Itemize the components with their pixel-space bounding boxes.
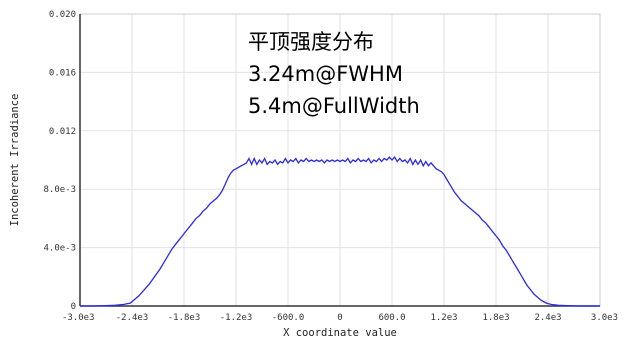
- y-tick-label: 0.020: [49, 10, 76, 20]
- x-tick-label: 1.8e3: [482, 313, 509, 323]
- x-tick-labels: -3.0e3 -2.4e3 -1.8e3 -1.2e3 -600.0 0 600.0 1.2e…: [62, 313, 618, 323]
- irradiance-curve: [80, 156, 600, 307]
- grid: [79, 13, 601, 307]
- x-tick-label: 0: [337, 313, 342, 323]
- x-axis-title: X coordinate value: [283, 327, 397, 339]
- x-tick-label: 1.2e3: [430, 313, 457, 323]
- y-tick-labels: 0 4.0e-3 8.0e-3 0.012 0.016 0.020: [43, 10, 76, 312]
- y-tick-label: 0.012: [49, 127, 76, 137]
- x-tick-label: 3.0e3: [591, 313, 618, 323]
- y-tick-label: 0: [71, 302, 76, 312]
- axes: [79, 14, 600, 307]
- y-tick-label: 0.016: [49, 68, 76, 78]
- x-tick-label: 2.4e3: [534, 313, 561, 323]
- y-tick-label: 4.0e-3: [43, 244, 76, 254]
- x-tick-label: -1.8e3: [168, 313, 201, 323]
- annotation-full-width: 5.4m@FullWidth: [248, 94, 420, 118]
- x-tick-label: 600.0: [378, 313, 405, 323]
- y-tick-label: 8.0e-3: [43, 185, 76, 195]
- y-axis-title: Incoherent Irradiance: [9, 94, 21, 227]
- x-tick-label: -3.0e3: [62, 313, 95, 323]
- x-tick-label: -600.0: [272, 313, 305, 323]
- annotation-title: 平顶强度分布: [248, 30, 374, 54]
- x-tick-label: -1.2e3: [220, 313, 253, 323]
- x-tick-label: -2.4e3: [116, 313, 149, 323]
- annotation-fwhm: 3.24m@FWHM: [248, 62, 403, 86]
